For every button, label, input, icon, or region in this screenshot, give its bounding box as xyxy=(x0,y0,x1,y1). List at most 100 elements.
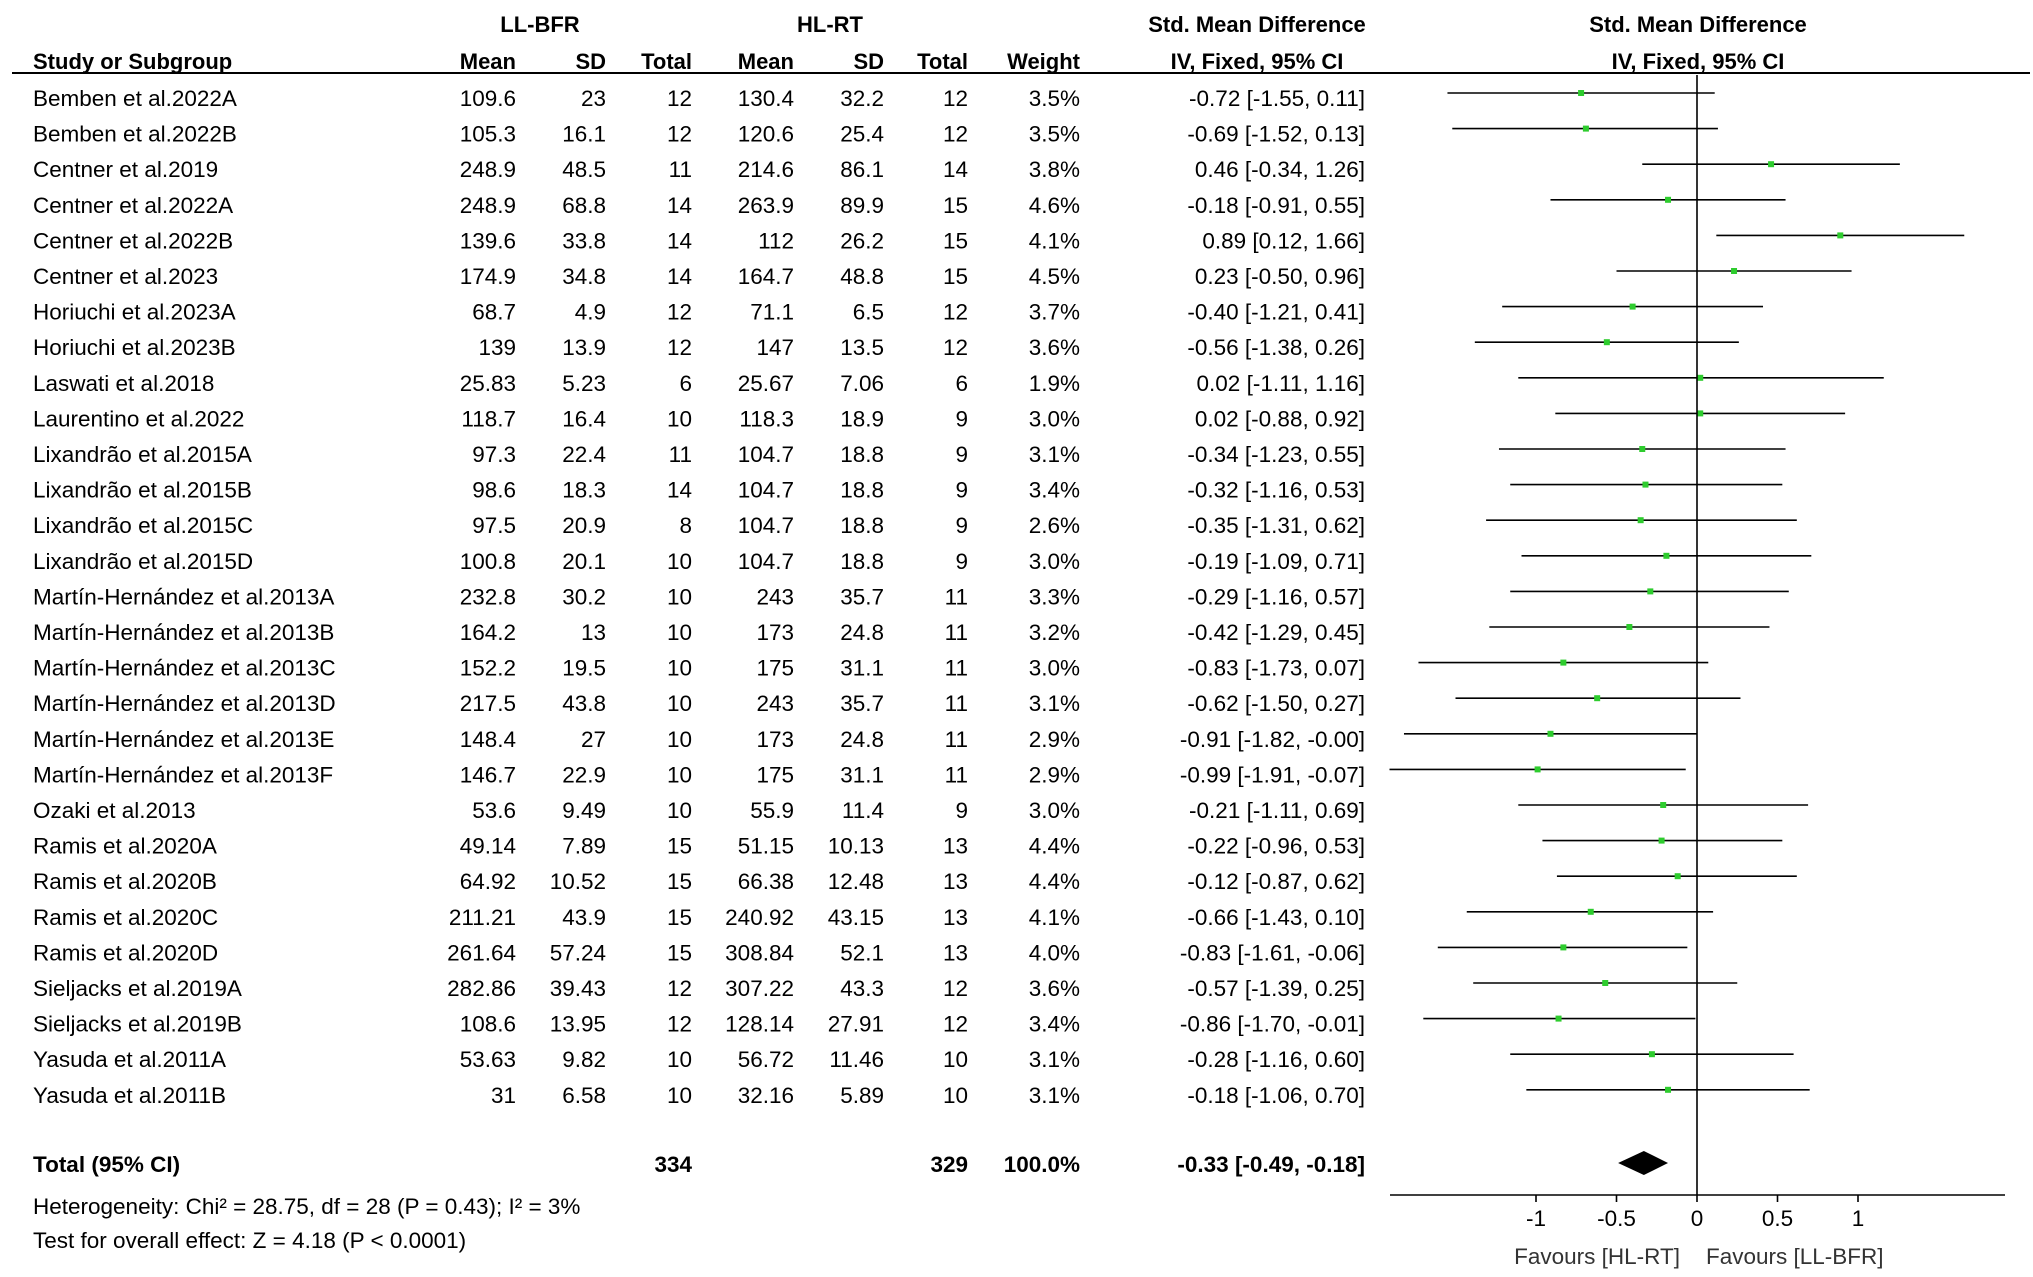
total1-cell: 10 xyxy=(667,656,692,681)
total1-cell: 12 xyxy=(667,335,692,360)
sd1-cell: 4.9 xyxy=(575,300,606,325)
effect-point xyxy=(1665,196,1672,203)
study-name: Centner et al.2019 xyxy=(33,157,218,182)
total-n1: 334 xyxy=(654,1152,692,1177)
mean1-cell: 109.6 xyxy=(460,86,516,111)
sd1-cell: 43.9 xyxy=(562,905,606,930)
ci-cell: -0.18 [-1.06, 0.70] xyxy=(1187,1083,1365,1108)
table-row: Centner et al.2023 174.9 34.8 14 164.7 48.8 15… xyxy=(33,264,1365,289)
total2-cell: 14 xyxy=(943,157,968,182)
ci-cell: -0.40 [-1.21, 0.41] xyxy=(1187,300,1365,325)
total1-cell: 10 xyxy=(667,727,692,752)
mean1-cell: 49.14 xyxy=(460,834,516,859)
table-row: Centner et al.2019 248.9 48.5 11 214.6 86.1 14… xyxy=(33,157,1365,182)
total2-cell: 11 xyxy=(945,727,968,752)
table-row: Ramis et al.2020B 64.92 10.52 15 66.38 12.48 1… xyxy=(33,869,1365,894)
sd1-cell: 23 xyxy=(581,86,606,111)
col-study: Study or Subgroup xyxy=(33,49,232,74)
mean2-cell: 175 xyxy=(756,762,794,787)
mean1-cell: 282.86 xyxy=(447,976,516,1001)
ci-cell: -0.32 [-1.16, 0.53] xyxy=(1187,478,1365,503)
effect-point xyxy=(1594,695,1601,702)
col-mean2: Mean xyxy=(738,49,794,74)
effect-point xyxy=(1658,837,1665,844)
total1-cell: 15 xyxy=(667,834,692,859)
table-row: Yasuda et al.2011B 31 6.58 10 32.16 5.89 10 3.1… xyxy=(33,1083,1365,1108)
total2-cell: 11 xyxy=(945,762,968,787)
total1-cell: 14 xyxy=(667,228,692,253)
weight-cell: 3.2% xyxy=(1029,620,1080,645)
mean1-cell: 248.9 xyxy=(460,157,516,182)
ci-cell: 0.23 [-0.50, 0.96] xyxy=(1195,264,1365,289)
effect-point xyxy=(1582,125,1589,132)
effect-point xyxy=(1629,303,1636,310)
table-row: Horiuchi et al.2023A 68.7 4.9 12 71.1 6.5 12 3.… xyxy=(33,300,1365,325)
effect-point xyxy=(1603,339,1610,346)
mean1-cell: 261.64 xyxy=(447,940,516,965)
sd2-cell: 18.8 xyxy=(840,442,884,467)
sd1-cell: 20.1 xyxy=(562,549,606,574)
table-row: Ramis et al.2020D 261.64 57.24 15 308.84 52.1… xyxy=(33,940,1365,965)
sd2-cell: 11.4 xyxy=(842,798,884,823)
weight-cell: 4.0% xyxy=(1029,940,1080,965)
sd1-cell: 48.5 xyxy=(562,157,606,182)
sd1-cell: 19.5 xyxy=(562,656,606,681)
ci-cell: -0.83 [-1.61, -0.06] xyxy=(1180,940,1365,965)
mean2-cell: 55.9 xyxy=(750,798,794,823)
sd2-cell: 10.13 xyxy=(828,834,884,859)
mean2-cell: 243 xyxy=(756,584,794,609)
sd1-cell: 68.8 xyxy=(562,193,606,218)
effect-point xyxy=(1647,588,1654,595)
study-name: Martín-Hernández et al.2013D xyxy=(33,691,336,716)
study-name: Laswati et al.2018 xyxy=(33,371,214,396)
sd2-cell: 35.7 xyxy=(840,584,884,609)
total2-cell: 12 xyxy=(943,335,968,360)
mean2-cell: 307.22 xyxy=(725,976,794,1001)
table-row: Horiuchi et al.2023B 139 13.9 12 147 13.5 12 3.… xyxy=(33,335,1365,360)
study-name: Lixandrão et al.2015A xyxy=(33,442,252,467)
total2-cell: 9 xyxy=(955,406,968,431)
table-row: Martín-Hernández et al.2013E 148.4 27 10 173… xyxy=(33,727,1365,752)
mean1-cell: 152.2 xyxy=(460,656,516,681)
sd2-cell: 27.91 xyxy=(828,1012,884,1037)
weight-cell: 4.4% xyxy=(1029,834,1080,859)
sd1-cell: 16.1 xyxy=(562,122,606,147)
ci-cell: -0.99 [-1.91, -0.07] xyxy=(1180,762,1365,787)
x-tick-label: 0 xyxy=(1691,1206,1704,1231)
effect-point xyxy=(1637,517,1644,524)
table-row: Laurentino et al.2022 118.7 16.4 10 118.3 18.… xyxy=(33,406,1365,431)
effect-point xyxy=(1697,374,1704,381)
weight-cell: 3.0% xyxy=(1029,798,1080,823)
total2-cell: 15 xyxy=(943,228,968,253)
weight-cell: 2.9% xyxy=(1029,762,1080,787)
table-row: Sieljacks et al.2019B 108.6 13.95 12 128.14 2… xyxy=(33,1012,1365,1037)
sd2-cell: 89.9 xyxy=(840,193,884,218)
plot-header: Std. Mean Difference xyxy=(1589,12,1807,37)
sd1-cell: 34.8 xyxy=(562,264,606,289)
sd1-cell: 27 xyxy=(581,727,606,752)
study-name: Horiuchi et al.2023B xyxy=(33,335,236,360)
total2-cell: 9 xyxy=(955,549,968,574)
mean2-cell: 104.7 xyxy=(738,549,794,574)
sd1-cell: 9.82 xyxy=(562,1047,606,1072)
weight-cell: 3.6% xyxy=(1029,335,1080,360)
sd1-cell: 7.89 xyxy=(562,834,606,859)
ci-cell: -0.66 [-1.43, 0.10] xyxy=(1187,905,1365,930)
mean1-cell: 105.3 xyxy=(460,122,516,147)
mean2-cell: 240.92 xyxy=(725,905,794,930)
sd1-cell: 39.43 xyxy=(550,976,606,1001)
mean1-cell: 146.7 xyxy=(460,762,516,787)
study-name: Centner et al.2022B xyxy=(33,228,233,253)
sd1-cell: 20.9 xyxy=(562,513,606,538)
sd1-cell: 18.3 xyxy=(562,478,606,503)
group2-header: HL-RT xyxy=(797,12,864,37)
mean1-cell: 64.92 xyxy=(460,869,516,894)
col-total2: Total xyxy=(917,49,968,74)
mean2-cell: 130.4 xyxy=(738,86,794,111)
total2-cell: 11 xyxy=(945,620,968,645)
sd2-cell: 18.9 xyxy=(840,406,884,431)
effect-point xyxy=(1648,1051,1655,1058)
total2-cell: 12 xyxy=(943,976,968,1001)
study-name: Bemben et al.2022B xyxy=(33,122,237,147)
ci-cell: -0.29 [-1.16, 0.57] xyxy=(1187,584,1365,609)
